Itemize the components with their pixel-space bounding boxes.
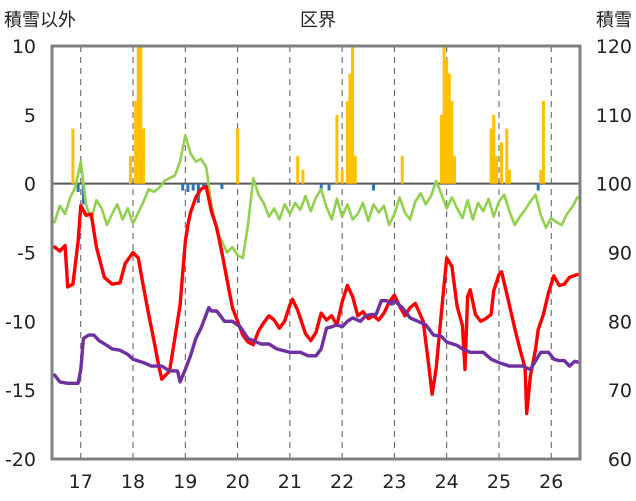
x-tick-18: 18 [121,471,145,493]
negative-bar-10 [372,183,376,191]
purple-series-line [52,299,582,385]
right-tick-110: 110 [596,105,632,127]
precip-bar-9 [335,114,339,184]
x-tick-23: 23 [382,471,406,493]
x-tick-24: 24 [435,471,459,493]
precip-bar-13 [351,46,355,184]
precip-bar-29 [541,101,545,184]
x-tick-20: 20 [225,471,249,493]
chart-title: 区界 [300,10,336,31]
negative-bar-11 [536,183,540,191]
left-tick-10: 10 [12,36,36,58]
x-tick-25: 25 [487,471,511,493]
precip-bar-4 [139,46,143,184]
precip-bar-26 [505,128,509,184]
right-y-tick-labels: 120 110 100 90 80 70 60 [596,36,632,471]
precip-bar-12 [348,73,352,184]
precip-bar-18 [445,59,449,184]
precip-bar-8 [301,169,305,184]
left-tick--10: -10 [5,311,36,333]
series-lines [52,134,582,416]
green-series-line [53,134,579,260]
precip-bar-11 [345,101,349,184]
left-axis-label: 積雪以外 [4,10,76,31]
right-tick-90: 90 [608,243,632,265]
left-tick--5: -5 [17,243,36,265]
x-tick-labels: 17 18 19 20 21 22 23 24 25 26 [69,471,564,493]
red-series-line [52,184,580,416]
precip-bar-15 [400,156,404,184]
right-tick-120: 120 [596,36,632,58]
precip-bar-24 [494,156,498,184]
left-tick-0: 0 [24,174,36,196]
negative-bar-1 [81,183,85,205]
x-tick-17: 17 [69,471,93,493]
left-tick-5: 5 [24,105,36,127]
negative-bar-2 [181,183,185,191]
precip-bar-7 [296,156,300,184]
negative-bar-3 [186,183,190,192]
right-tick-80: 80 [608,311,632,333]
precip-bar-27 [507,169,511,184]
precip-bar-25 [500,142,504,184]
precip-bar-17 [442,46,446,184]
x-tick-26: 26 [539,471,563,493]
precip-bar-19 [447,73,451,184]
precipitation-bars [71,46,545,205]
negative-bar-8 [319,183,323,190]
precip-bar-23 [492,114,496,184]
negative-bar-7 [220,183,224,190]
precip-bar-2 [134,101,138,184]
x-tick-19: 19 [173,471,197,493]
negative-bar-0 [76,183,80,192]
precip-bar-14 [353,156,357,184]
x-tick-21: 21 [278,471,302,493]
precip-bar-22 [489,128,493,184]
negative-bar-9 [327,183,331,191]
right-axis-label: 積雪 [596,10,632,31]
left-tick--20: -20 [5,449,36,471]
precip-bar-6 [236,128,240,184]
left-y-tick-labels: 10 5 0 -5 -10 -15 -20 [5,36,36,471]
precip-bar-21 [453,156,457,184]
right-tick-70: 70 [608,380,632,402]
left-tick--15: -15 [5,380,36,402]
x-tick-22: 22 [330,471,354,493]
precip-bar-5 [141,128,145,184]
right-tick-60: 60 [608,449,632,471]
precip-bar-16 [439,114,443,184]
precip-bar-28 [539,169,543,184]
vertical-gridlines [80,46,552,459]
precip-bar-10 [340,169,344,184]
right-tick-100: 100 [596,174,632,196]
precip-bar-3 [136,46,140,184]
plot-frame [50,44,582,461]
precip-bar-0 [71,128,75,184]
negative-bar-4 [191,183,195,191]
precip-bar-1 [128,156,132,184]
precip-bar-20 [450,101,454,184]
